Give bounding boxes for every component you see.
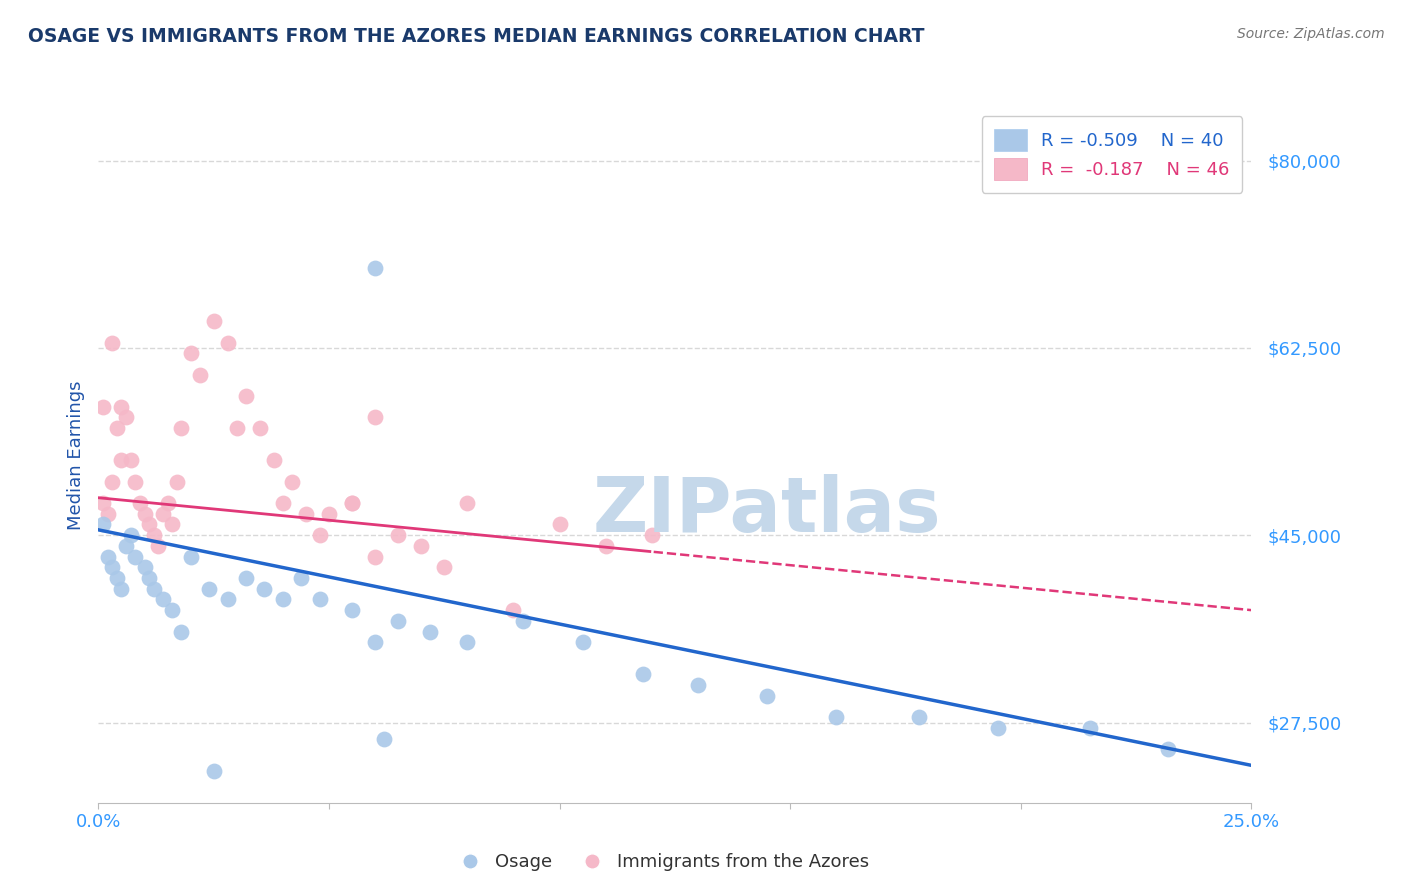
Point xyxy=(512,614,534,628)
Point xyxy=(134,507,156,521)
Point xyxy=(571,635,593,649)
Point xyxy=(97,507,120,521)
Point xyxy=(595,539,617,553)
Point xyxy=(142,528,165,542)
Point xyxy=(756,689,779,703)
Point xyxy=(160,603,183,617)
Point xyxy=(235,389,257,403)
Point xyxy=(105,421,128,435)
Point xyxy=(180,346,202,360)
Point xyxy=(188,368,211,382)
Point xyxy=(160,517,183,532)
Point xyxy=(225,421,247,435)
Point xyxy=(364,410,387,425)
Point xyxy=(548,517,571,532)
Point xyxy=(198,582,221,596)
Point xyxy=(387,614,409,628)
Point xyxy=(908,710,931,724)
Point xyxy=(115,539,138,553)
Point xyxy=(202,314,225,328)
Point xyxy=(91,400,114,414)
Point xyxy=(502,603,524,617)
Point xyxy=(202,764,225,778)
Point xyxy=(387,528,409,542)
Point xyxy=(170,624,193,639)
Point xyxy=(364,260,387,275)
Point xyxy=(295,507,318,521)
Point xyxy=(290,571,312,585)
Point xyxy=(340,496,363,510)
Point xyxy=(249,421,271,435)
Point xyxy=(166,475,188,489)
Point xyxy=(152,592,174,607)
Point xyxy=(180,549,202,564)
Point xyxy=(318,507,340,521)
Point xyxy=(271,592,294,607)
Point xyxy=(456,635,478,649)
Point xyxy=(129,496,152,510)
Point xyxy=(124,549,146,564)
Legend: Osage, Immigrants from the Azores: Osage, Immigrants from the Azores xyxy=(444,847,877,879)
Point xyxy=(419,624,441,639)
Point xyxy=(101,335,124,350)
Point xyxy=(373,731,395,746)
Point xyxy=(120,453,142,467)
Point xyxy=(308,592,330,607)
Point xyxy=(115,410,138,425)
Point xyxy=(91,496,114,510)
Point xyxy=(1078,721,1101,735)
Point xyxy=(101,475,124,489)
Point xyxy=(235,571,257,585)
Point xyxy=(101,560,124,574)
Point xyxy=(281,475,304,489)
Point xyxy=(308,528,330,542)
Point xyxy=(134,560,156,574)
Text: ZIPatlas: ZIPatlas xyxy=(593,474,942,548)
Point xyxy=(110,400,132,414)
Point xyxy=(105,571,128,585)
Point xyxy=(364,635,387,649)
Point xyxy=(411,539,433,553)
Point xyxy=(110,582,132,596)
Text: Source: ZipAtlas.com: Source: ZipAtlas.com xyxy=(1237,27,1385,41)
Legend: R = -0.509    N = 40, R =  -0.187    N = 46: R = -0.509 N = 40, R = -0.187 N = 46 xyxy=(981,116,1243,193)
Point xyxy=(253,582,276,596)
Point xyxy=(340,496,363,510)
Point xyxy=(825,710,848,724)
Point xyxy=(217,335,239,350)
Point xyxy=(271,496,294,510)
Point xyxy=(456,496,478,510)
Point xyxy=(152,507,174,521)
Point xyxy=(364,549,387,564)
Point xyxy=(1157,742,1180,756)
Point xyxy=(686,678,709,692)
Point xyxy=(641,528,664,542)
Point xyxy=(120,528,142,542)
Point xyxy=(110,453,132,467)
Point xyxy=(156,496,179,510)
Point xyxy=(124,475,146,489)
Point xyxy=(91,517,114,532)
Text: OSAGE VS IMMIGRANTS FROM THE AZORES MEDIAN EARNINGS CORRELATION CHART: OSAGE VS IMMIGRANTS FROM THE AZORES MEDI… xyxy=(28,27,925,45)
Point xyxy=(138,517,160,532)
Point xyxy=(340,603,363,617)
Y-axis label: Median Earnings: Median Earnings xyxy=(66,380,84,530)
Point xyxy=(138,571,160,585)
Point xyxy=(263,453,285,467)
Point xyxy=(148,539,170,553)
Point xyxy=(433,560,456,574)
Point xyxy=(170,421,193,435)
Point xyxy=(97,549,120,564)
Point xyxy=(142,582,165,596)
Point xyxy=(987,721,1010,735)
Point xyxy=(631,667,654,681)
Point xyxy=(217,592,239,607)
